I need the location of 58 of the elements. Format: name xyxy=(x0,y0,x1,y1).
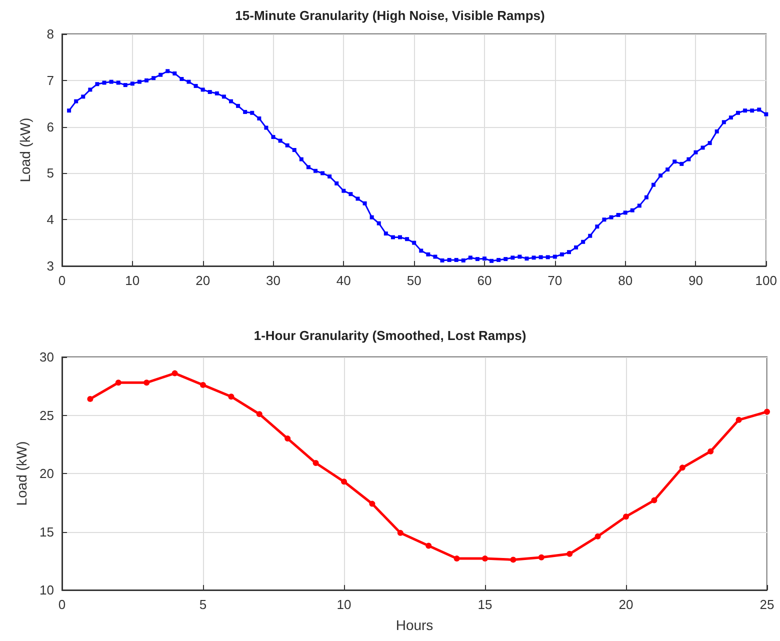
point xyxy=(623,514,629,520)
y-tick-label: 8 xyxy=(46,26,54,42)
point xyxy=(369,500,376,507)
y-tick-label: 3 xyxy=(46,258,54,274)
y-tick-label: 4 xyxy=(46,212,54,228)
y-tick-label: 25 xyxy=(40,408,54,423)
y-axis-title: Load (kW) xyxy=(17,118,33,182)
point xyxy=(764,408,770,415)
x-tick-label: 30 xyxy=(266,273,280,288)
point xyxy=(426,542,432,549)
chart-title: 15-Minute Granularity (High Noise, Visible Ramps) xyxy=(235,8,545,23)
x-tick-label: 0 xyxy=(58,597,66,612)
point xyxy=(144,380,150,386)
point xyxy=(87,396,94,402)
y-tick-label: 5 xyxy=(46,166,54,181)
x-tick-label: 0 xyxy=(58,273,66,288)
point xyxy=(172,370,178,376)
x-tick-label: 70 xyxy=(548,273,562,288)
x-tick-label: 25 xyxy=(760,597,774,612)
point xyxy=(284,436,291,442)
y-tick-label: 30 xyxy=(40,350,54,364)
y-tick-label: 20 xyxy=(40,466,54,481)
x-tick-label: 60 xyxy=(477,273,492,288)
x-tick-label: 5 xyxy=(199,597,207,612)
point xyxy=(228,394,234,400)
x-tick-label: 90 xyxy=(688,273,703,288)
point xyxy=(454,556,460,562)
point xyxy=(566,550,573,557)
x-tick-label: 40 xyxy=(336,273,351,288)
point xyxy=(538,554,544,560)
x-tick-label: 80 xyxy=(618,273,633,288)
x-tick-label: 10 xyxy=(336,597,352,612)
y-axis-title: Load (kW) xyxy=(14,441,30,506)
y-tick-label: 15 xyxy=(40,524,54,540)
point xyxy=(594,533,601,540)
point xyxy=(256,411,262,418)
point xyxy=(115,380,122,386)
x-tick-label: 15 xyxy=(478,597,492,612)
x-tick-label: 20 xyxy=(196,273,210,288)
x-axis-title: Hours xyxy=(396,617,434,633)
x-tick-label: 10 xyxy=(125,273,140,288)
point xyxy=(708,448,714,454)
point xyxy=(510,556,516,563)
x-tick-label: 20 xyxy=(618,597,634,612)
point xyxy=(312,460,319,466)
y-tick-label: 10 xyxy=(40,582,54,598)
point xyxy=(651,497,658,504)
y-tick-label: 6 xyxy=(46,119,54,134)
point xyxy=(482,556,488,562)
point xyxy=(200,382,206,388)
point xyxy=(736,416,742,423)
x-tick-label: 50 xyxy=(406,273,422,288)
chart-title: 1-Hour Granularity (Smoothed, Lost Ramps) xyxy=(254,328,526,343)
y-tick-label: 7 xyxy=(46,72,54,88)
point xyxy=(679,464,686,471)
x-tick-label: 100 xyxy=(755,273,778,288)
point xyxy=(397,530,404,536)
point xyxy=(341,478,347,485)
